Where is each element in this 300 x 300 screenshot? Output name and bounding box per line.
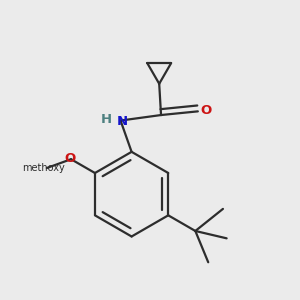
Text: O: O — [200, 104, 211, 117]
Text: O: O — [64, 152, 75, 165]
Text: methoxy: methoxy — [22, 163, 64, 173]
Text: H: H — [101, 113, 112, 126]
Text: N: N — [117, 115, 128, 128]
